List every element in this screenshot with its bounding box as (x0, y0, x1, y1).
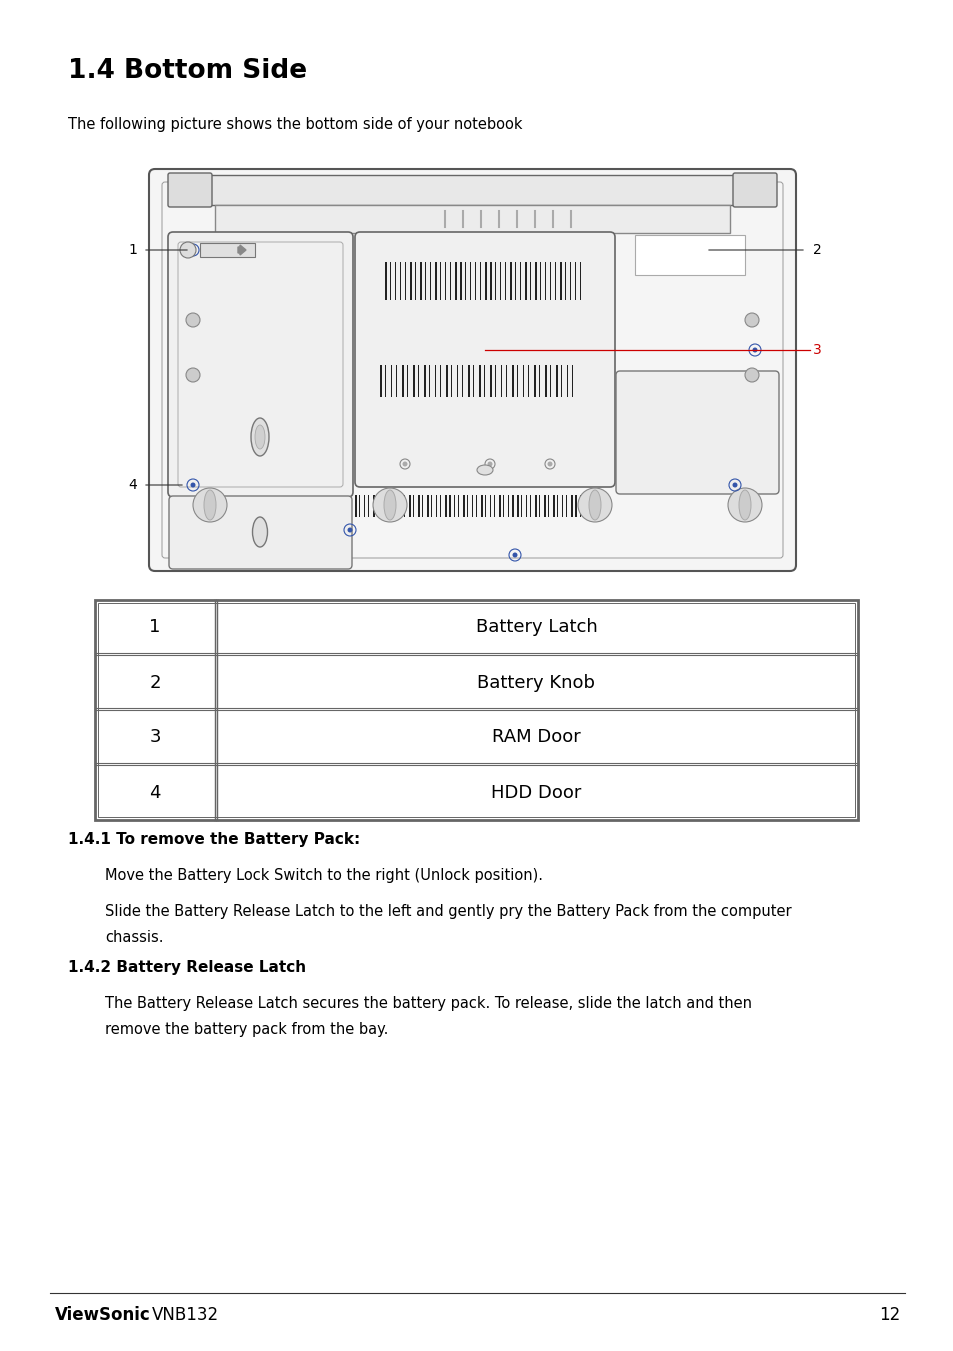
Text: HDD Door: HDD Door (491, 784, 581, 801)
Text: 1.4 Bottom Side: 1.4 Bottom Side (68, 58, 307, 84)
Bar (214, 205, 729, 232)
Ellipse shape (204, 490, 215, 520)
Text: 4: 4 (149, 784, 161, 801)
Bar (170, 176, 774, 205)
Text: Battery Latch: Battery Latch (476, 619, 597, 636)
Text: The Battery Release Latch secures the battery pack. To release, slide the latch : The Battery Release Latch secures the ba… (105, 996, 751, 1036)
Text: Battery Knob: Battery Knob (477, 674, 595, 692)
Text: VNB132: VNB132 (152, 1306, 219, 1324)
Ellipse shape (739, 490, 750, 520)
Circle shape (744, 367, 759, 382)
Text: 12: 12 (878, 1306, 899, 1324)
FancyBboxPatch shape (169, 496, 352, 569)
FancyBboxPatch shape (355, 232, 615, 486)
Text: 1: 1 (128, 243, 137, 257)
Text: The following picture shows the bottom side of your notebook: The following picture shows the bottom s… (68, 118, 522, 132)
Circle shape (744, 313, 759, 327)
Text: Slide the Battery Release Latch to the left and gently pry the Battery Pack from: Slide the Battery Release Latch to the l… (105, 904, 791, 944)
Ellipse shape (253, 517, 267, 547)
Circle shape (727, 488, 761, 521)
Ellipse shape (588, 490, 600, 520)
Ellipse shape (662, 246, 677, 255)
Circle shape (402, 462, 407, 466)
FancyArrow shape (237, 245, 246, 255)
Circle shape (191, 482, 195, 488)
Text: ViewSonic: ViewSonic (55, 1306, 151, 1324)
Circle shape (752, 347, 757, 353)
Circle shape (347, 527, 352, 532)
Ellipse shape (476, 465, 493, 476)
Text: 2: 2 (812, 243, 821, 257)
FancyBboxPatch shape (168, 173, 212, 207)
Circle shape (578, 488, 612, 521)
Text: 4: 4 (128, 478, 137, 492)
FancyBboxPatch shape (732, 173, 776, 207)
Ellipse shape (254, 426, 265, 449)
Bar (95, 600, 857, 820)
FancyBboxPatch shape (168, 232, 353, 497)
Circle shape (373, 488, 407, 521)
Circle shape (186, 313, 200, 327)
Text: Move the Battery Lock Switch to the right (Unlock position).: Move the Battery Lock Switch to the righ… (105, 867, 542, 884)
Circle shape (186, 367, 200, 382)
Ellipse shape (251, 417, 269, 457)
Ellipse shape (656, 243, 683, 259)
FancyBboxPatch shape (616, 372, 779, 494)
Circle shape (487, 462, 492, 466)
Circle shape (191, 247, 195, 253)
Text: 1.4.2 Battery Release Latch: 1.4.2 Battery Release Latch (68, 961, 306, 975)
Bar (200, 243, 254, 257)
Circle shape (547, 462, 552, 466)
Circle shape (180, 242, 195, 258)
Bar (635, 235, 744, 276)
Ellipse shape (384, 490, 395, 520)
Text: 3: 3 (149, 728, 161, 747)
Bar (98, 603, 854, 817)
Text: RAM Door: RAM Door (492, 728, 580, 747)
Text: 2: 2 (149, 674, 161, 692)
Text: 3: 3 (812, 343, 821, 357)
Circle shape (689, 243, 705, 259)
Circle shape (193, 488, 227, 521)
Text: 1.4.1 To remove the Battery Pack:: 1.4.1 To remove the Battery Pack: (68, 832, 360, 847)
FancyBboxPatch shape (149, 169, 795, 571)
Text: 1: 1 (150, 619, 160, 636)
Circle shape (512, 553, 517, 558)
Circle shape (732, 482, 737, 488)
